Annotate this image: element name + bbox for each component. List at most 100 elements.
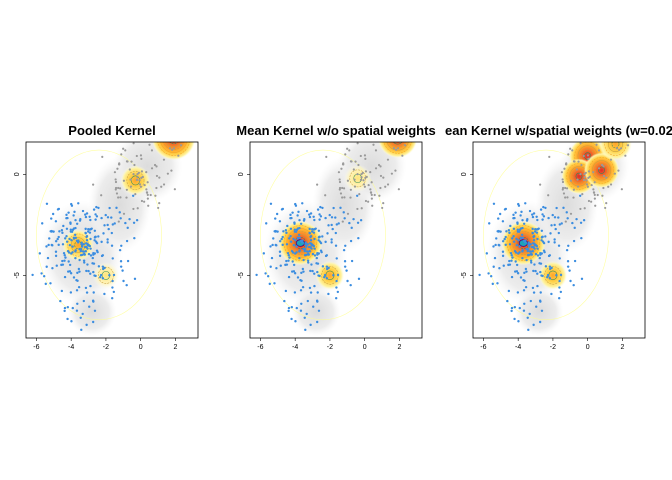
point-group-2 <box>620 188 623 191</box>
point-group-1 <box>300 271 303 275</box>
point-group-2 <box>572 196 575 199</box>
point-group-1 <box>320 250 323 254</box>
point-group-1 <box>65 234 68 238</box>
point-group-1 <box>84 227 87 231</box>
point-group-2 <box>125 188 128 191</box>
point-group-1 <box>101 267 105 271</box>
point-group-1 <box>319 205 322 209</box>
x-tick-label: 2 <box>173 344 177 351</box>
point-group-1 <box>555 206 558 210</box>
scatter-points <box>255 142 407 332</box>
point-group-1 <box>86 263 89 266</box>
point-group-2 <box>602 174 606 178</box>
point-group-1 <box>73 233 77 237</box>
point-group-2 <box>587 157 590 160</box>
point-group-1 <box>501 250 505 253</box>
point-group-1 <box>268 282 271 286</box>
point-group-1 <box>61 263 65 266</box>
point-group-2 <box>116 167 119 170</box>
point-group-1 <box>304 328 307 332</box>
point-group-1 <box>544 265 548 268</box>
point-group-1 <box>350 226 353 230</box>
point-group-1 <box>291 251 295 254</box>
point-group-1 <box>316 270 319 274</box>
point-group-1 <box>135 219 139 222</box>
point-group-2 <box>585 183 589 186</box>
point-group-2 <box>565 187 569 190</box>
y-tick-label: -5 <box>461 272 468 278</box>
point-group-2 <box>353 178 356 181</box>
point-group-1 <box>70 239 73 242</box>
point-group-1 <box>548 267 552 271</box>
point-group-1 <box>293 230 297 233</box>
point-group-1 <box>82 299 86 303</box>
point-group-1 <box>85 245 88 249</box>
point-group-1 <box>46 256 50 260</box>
point-group-1 <box>508 259 511 263</box>
point-group-2 <box>379 174 383 178</box>
point-group-1 <box>497 243 500 247</box>
plot-frame <box>472 141 646 339</box>
point-group-1 <box>70 320 73 323</box>
point-group-1 <box>119 217 122 220</box>
point-group-1 <box>324 254 328 258</box>
point-group-2 <box>396 147 400 150</box>
point-group-2 <box>115 192 119 195</box>
point-group-2 <box>364 199 368 203</box>
point-group-1 <box>302 219 306 222</box>
point-group-1 <box>355 194 359 197</box>
point-group-2 <box>586 139 588 141</box>
point-group-1 <box>54 250 58 253</box>
point-group-1 <box>282 230 285 233</box>
point-group-2 <box>597 167 601 170</box>
point-group-1 <box>65 227 69 230</box>
density-haze <box>514 287 564 336</box>
point-group-1 <box>307 261 310 264</box>
point-group-1 <box>84 286 88 290</box>
point-group-1 <box>359 219 363 222</box>
point-group-1 <box>112 273 116 277</box>
point-group-1 <box>532 212 536 215</box>
point-group-2 <box>564 220 567 223</box>
point-group-1 <box>264 272 267 275</box>
point-group-1 <box>491 282 494 286</box>
point-group-2 <box>129 178 132 181</box>
point-group-1 <box>539 291 542 294</box>
point-group-1 <box>531 232 534 235</box>
point-group-1 <box>498 212 502 216</box>
density-contour <box>592 160 612 181</box>
density-haze <box>291 287 341 336</box>
point-group-1 <box>81 250 85 253</box>
point-group-2 <box>539 183 542 186</box>
point-group-2 <box>372 143 375 146</box>
point-group-1 <box>54 240 58 243</box>
point-group-1 <box>530 252 533 256</box>
point-group-1 <box>566 260 570 263</box>
point-group-2 <box>349 160 353 163</box>
point-group-1 <box>271 243 274 247</box>
point-group-1 <box>518 245 521 248</box>
point-group-1 <box>317 309 321 312</box>
point-group-1 <box>518 306 521 310</box>
point-group-1 <box>309 239 313 242</box>
point-group-1 <box>289 240 293 243</box>
point-group-2 <box>604 206 607 210</box>
point-group-1 <box>343 260 347 263</box>
point-group-1 <box>569 279 572 283</box>
point-group-2 <box>364 157 367 160</box>
point-group-2 <box>178 133 180 135</box>
point-group-1 <box>516 221 519 224</box>
point-group-2 <box>609 183 613 186</box>
point-group-1 <box>330 223 333 227</box>
point-group-1 <box>106 238 109 241</box>
point-group-1 <box>133 277 137 281</box>
point-group-1 <box>532 239 536 242</box>
point-group-2 <box>369 171 372 174</box>
point-group-1 <box>330 241 333 244</box>
point-group-1 <box>94 213 97 216</box>
point-group-1 <box>50 217 53 220</box>
point-group-2 <box>582 178 586 181</box>
point-group-1 <box>303 249 307 253</box>
point-group-1 <box>47 243 50 247</box>
point-group-1 <box>328 213 331 217</box>
